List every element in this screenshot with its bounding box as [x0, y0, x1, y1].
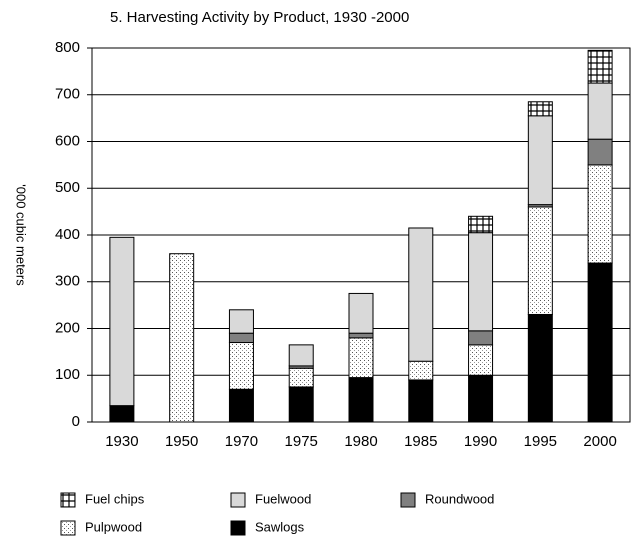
y-tick-label: 600 [55, 132, 80, 149]
bar-segment [288, 367, 314, 388]
y-tick-label: 300 [55, 273, 80, 290]
bar-segment [109, 236, 135, 407]
x-tick-label: 1990 [464, 433, 497, 450]
legend-label: Fuelwood [255, 491, 311, 506]
x-tick-label: 1980 [344, 433, 377, 450]
bar-segment [408, 379, 434, 423]
x-tick-label: 1970 [225, 433, 258, 450]
y-tick-label: 500 [55, 179, 80, 196]
legend-swatch [60, 492, 76, 508]
bar-segment [169, 253, 195, 423]
legend-swatch [230, 520, 246, 536]
bar-segment [468, 232, 494, 332]
bar-segment [348, 332, 374, 339]
bar-segment [288, 386, 314, 423]
x-tick-label: 1995 [524, 433, 557, 450]
x-tick-label: 1985 [404, 433, 437, 450]
y-tick-label: 200 [55, 319, 80, 336]
chart-title: 5. Harvesting Activity by Product, 1930 … [110, 9, 409, 26]
y-tick-label: 0 [72, 413, 80, 430]
bar-segment [587, 82, 613, 140]
x-tick-label: 1950 [165, 433, 198, 450]
legend-label: Fuel chips [85, 491, 145, 506]
bar-segment [587, 49, 613, 84]
bar-segment [468, 330, 494, 346]
bar-segment [348, 292, 374, 334]
bar-segment [228, 342, 254, 390]
x-tick-label: 1930 [105, 433, 138, 450]
y-tick-label: 100 [55, 366, 80, 383]
legend-label: Roundwood [425, 491, 494, 506]
legend-swatch [230, 492, 246, 508]
bar-segment [468, 344, 494, 376]
bar-segment [288, 344, 314, 367]
bar-segment [527, 206, 553, 315]
bar-segment [527, 313, 553, 423]
bar-segment [408, 227, 434, 362]
y-tick-label: 800 [55, 39, 80, 56]
bar-segment [348, 377, 374, 423]
legend-swatch [400, 492, 416, 508]
bar-segment [468, 374, 494, 423]
y-tick-label: 700 [55, 86, 80, 103]
legend-label: Sawlogs [255, 519, 305, 534]
bar-segment [527, 101, 553, 117]
bar-segment [587, 164, 613, 264]
bar-segment [228, 332, 254, 344]
bar-segment [587, 138, 613, 166]
bar-segment [527, 115, 553, 206]
bar-segment [587, 262, 613, 423]
bar-segment [228, 309, 254, 334]
bar-segment [109, 405, 135, 423]
legend-swatch [60, 520, 76, 536]
bar-segment [228, 388, 254, 423]
bar-segment [468, 215, 494, 234]
y-axis-label: '000 cubic meters [14, 184, 29, 286]
bar-segment [408, 360, 434, 381]
x-tick-label: 2000 [583, 433, 616, 450]
x-tick-label: 1975 [285, 433, 318, 450]
y-tick-label: 400 [55, 226, 80, 243]
bar-segment [348, 337, 374, 379]
legend-label: Pulpwood [85, 519, 142, 534]
